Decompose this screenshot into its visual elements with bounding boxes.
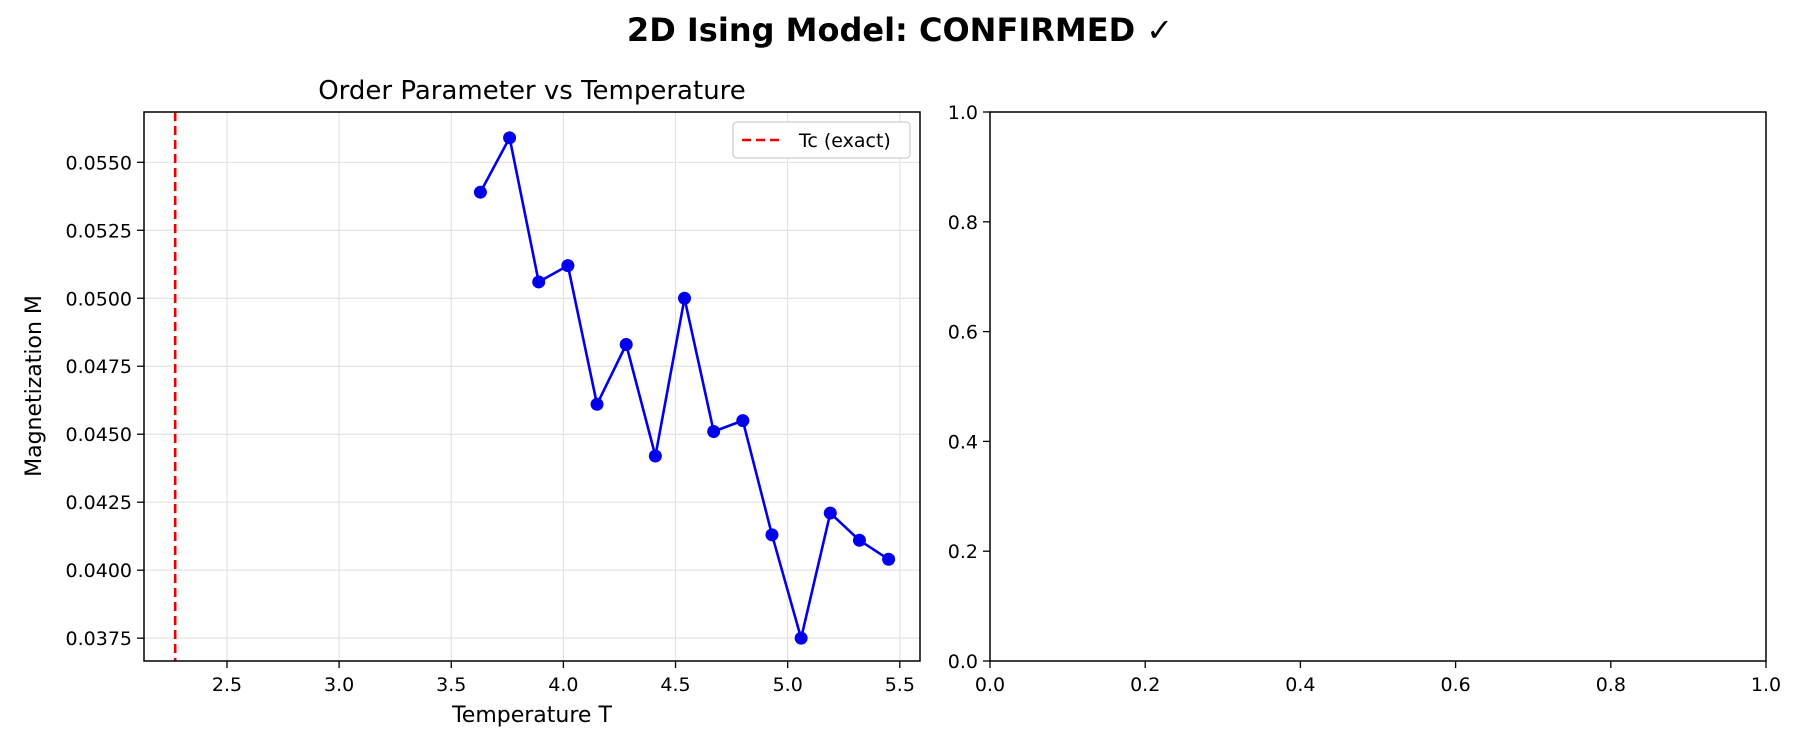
x-axis-label: Temperature T xyxy=(451,703,612,728)
legend: Tc (exact) xyxy=(732,121,911,159)
y-tick-label: 0.0450 xyxy=(66,424,132,446)
x-tick-label: 5.0 xyxy=(773,674,803,696)
legend-entry-tc: Tc (exact) xyxy=(798,130,891,152)
x-axis-ticks: 0.0 0.2 0.4 0.6 0.8 1.0 xyxy=(975,661,1781,696)
x-tick-label: 2.5 xyxy=(212,674,242,696)
data-point xyxy=(852,533,866,547)
grid xyxy=(144,112,920,661)
y-tick-label: 0.4 xyxy=(948,431,978,453)
y-tick-label: 0.0550 xyxy=(66,152,132,174)
x-tick-label: 1.0 xyxy=(1751,674,1781,696)
data-point xyxy=(648,449,662,463)
x-tick-label: 0.4 xyxy=(1285,674,1315,696)
data-point xyxy=(882,552,896,566)
x-tick-label: 3.5 xyxy=(436,674,466,696)
x-axis-ticks: 2.5 3.0 3.5 4.0 4.5 5.0 5.5 xyxy=(212,661,915,696)
y-tick-label: 0.0500 xyxy=(66,288,132,310)
plot-frame xyxy=(143,111,921,662)
data-point xyxy=(619,337,633,351)
y-axis-ticks: 0.0375 0.0400 0.0425 0.0450 0.0475 0.0500 0.05… xyxy=(66,152,144,650)
data-point xyxy=(794,631,808,645)
y-axis-ticks: 0.0 0.2 0.4 0.6 0.8 1.0 xyxy=(948,102,990,673)
empty-chart: 0.0 0.2 0.4 0.6 0.8 1.0 0.0 0.2 0.4 0.6 0.8 1.0 xyxy=(948,102,1781,696)
y-tick-label: 0.0525 xyxy=(66,220,132,242)
x-tick-label: 3.0 xyxy=(324,674,354,696)
x-tick-label: 5.5 xyxy=(885,674,915,696)
data-point xyxy=(678,291,692,305)
data-point xyxy=(503,131,517,145)
y-tick-label: 0.8 xyxy=(948,212,978,234)
y-tick-label: 1.0 xyxy=(948,102,978,124)
chart-title: Order Parameter vs Temperature xyxy=(318,76,746,106)
x-tick-label: 4.0 xyxy=(548,674,578,696)
data-point xyxy=(707,425,721,439)
y-tick-label: 0.0475 xyxy=(66,356,132,378)
data-point xyxy=(765,528,779,542)
y-tick-label: 0.0 xyxy=(948,651,978,673)
x-tick-label: 4.5 xyxy=(660,674,690,696)
y-tick-label: 0.0375 xyxy=(66,628,132,650)
data-point xyxy=(532,275,546,289)
y-tick-label: 0.2 xyxy=(948,541,978,563)
plot-frame xyxy=(989,111,1767,662)
series-group xyxy=(473,131,896,645)
x-tick-label: 0.2 xyxy=(1130,674,1160,696)
data-point xyxy=(823,506,837,520)
data-point xyxy=(473,185,487,199)
x-tick-label: 0.6 xyxy=(1440,674,1470,696)
y-axis-label: Magnetization M xyxy=(22,295,47,477)
data-point xyxy=(736,414,750,428)
data-point xyxy=(590,397,604,411)
magnetization-chart: Order Parameter vs Temperature 2.5 3.0 3.5… xyxy=(22,76,921,728)
x-tick-label: 0.8 xyxy=(1596,674,1626,696)
y-tick-label: 0.0425 xyxy=(66,492,132,514)
figure-suptitle: 2D Ising Model: CONFIRMED ✓ xyxy=(627,11,1173,49)
series-line xyxy=(479,136,890,640)
legend-box xyxy=(732,121,911,159)
y-tick-label: 0.6 xyxy=(948,322,978,344)
x-tick-label: 0.0 xyxy=(975,674,1005,696)
y-tick-label: 0.0400 xyxy=(66,560,132,582)
data-point xyxy=(561,259,575,273)
